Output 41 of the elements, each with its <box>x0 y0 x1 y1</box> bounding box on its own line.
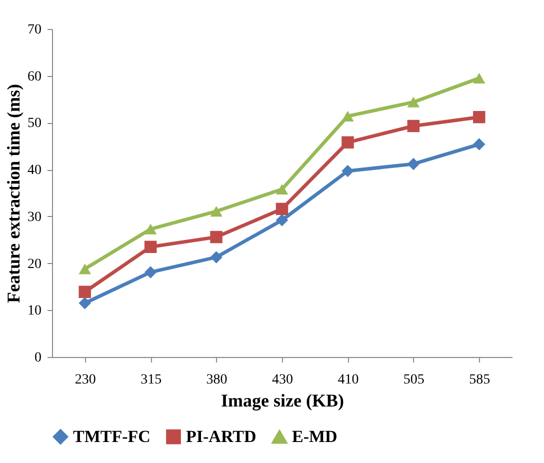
y-axis-title: Feature extraction time (ms) <box>4 84 24 304</box>
point <box>78 264 91 274</box>
y-tick-label: 40 <box>28 163 42 178</box>
x-tick-label: 410 <box>338 372 359 388</box>
point <box>342 110 354 122</box>
point <box>407 96 420 108</box>
legend-label: PI-ARTD <box>186 426 256 446</box>
y-tick-label: 10 <box>28 304 42 319</box>
legend-label: TMTF-FC <box>73 426 150 446</box>
point <box>210 206 222 217</box>
point <box>342 136 354 149</box>
point <box>473 138 486 150</box>
point <box>407 120 420 132</box>
point <box>78 286 91 298</box>
y-tick-label: 60 <box>28 69 42 84</box>
point <box>210 230 222 244</box>
y-tick-label: 70 <box>28 22 42 38</box>
point <box>144 266 157 278</box>
y-tick-label: 0 <box>34 350 42 366</box>
y-tick-label: 30 <box>28 210 42 225</box>
x-tick-label: 380 <box>206 372 228 388</box>
point <box>276 202 288 216</box>
x-tick-label: 505 <box>403 372 424 388</box>
point <box>473 72 486 84</box>
x-tick-label: 430 <box>272 372 293 388</box>
y-tick-label: 20 <box>28 256 42 272</box>
x-tick-label: 315 <box>140 372 162 388</box>
point <box>342 164 354 178</box>
point <box>78 296 91 310</box>
point <box>144 240 157 254</box>
x-tick-label: 585 <box>469 372 490 388</box>
x-tick-label: 230 <box>74 372 96 388</box>
y-tick-label: 50 <box>28 116 42 132</box>
point <box>473 110 486 124</box>
x-axis-title: Image size (KB) <box>221 390 344 410</box>
point <box>276 214 288 226</box>
legend-label: E-MD <box>292 427 338 446</box>
point <box>276 184 288 195</box>
point <box>144 224 157 234</box>
point <box>407 158 420 170</box>
point <box>210 251 222 264</box>
